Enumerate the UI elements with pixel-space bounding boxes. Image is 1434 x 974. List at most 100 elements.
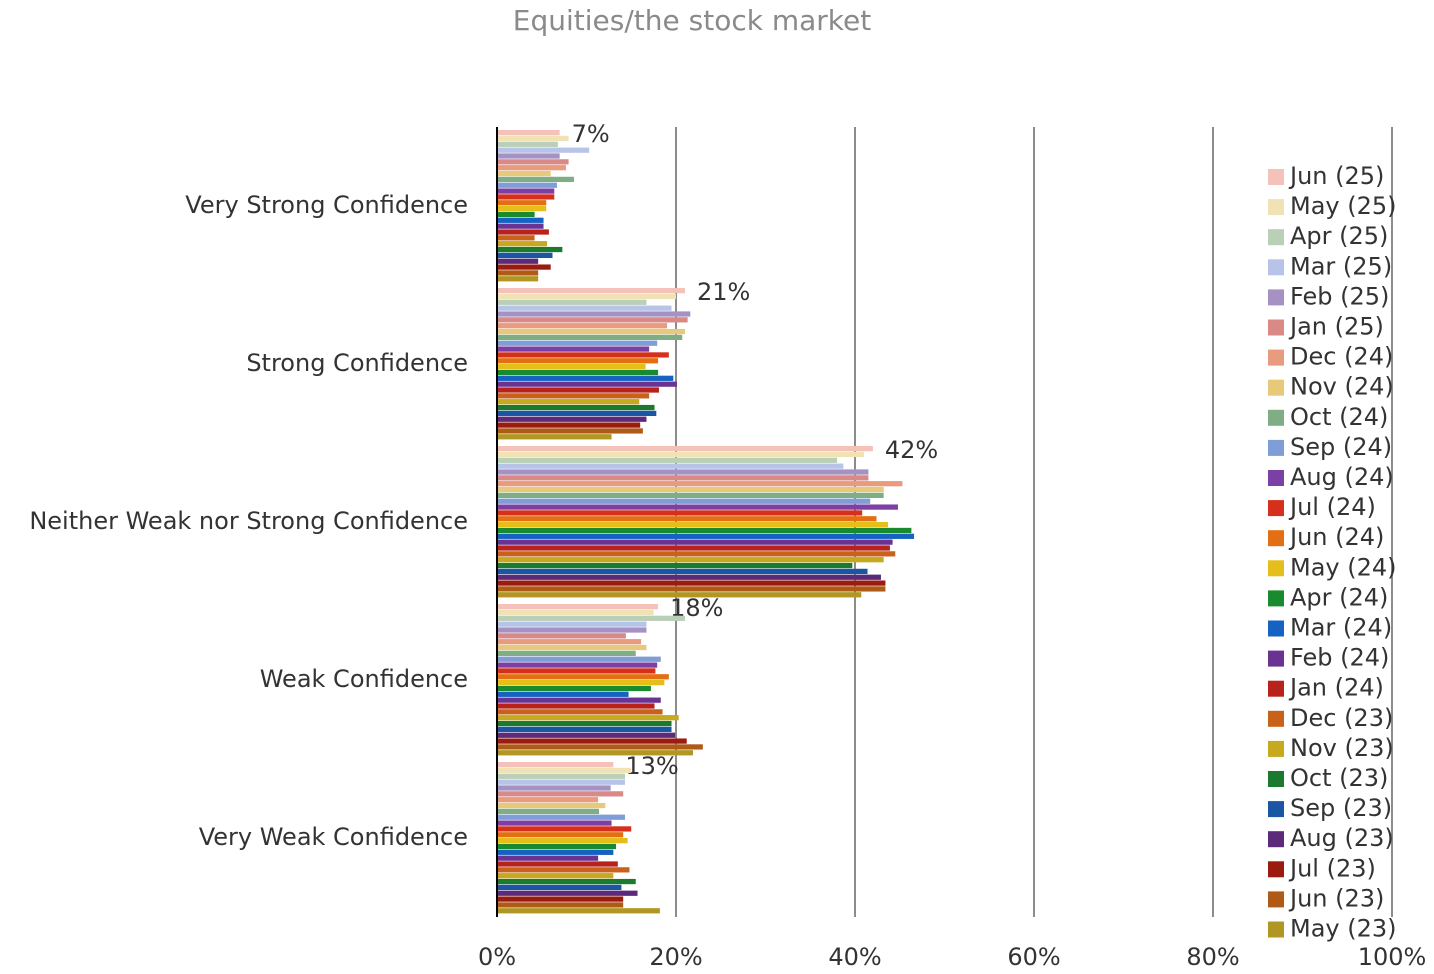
bar: [497, 791, 624, 797]
legend-swatch: [1268, 891, 1284, 908]
bar: [497, 381, 677, 387]
legend-label: Feb (25): [1290, 282, 1389, 310]
bar: [497, 434, 612, 440]
bar: [497, 194, 555, 200]
bar: [497, 176, 574, 183]
bar: [497, 451, 864, 458]
bar: [497, 264, 551, 270]
bar: [497, 873, 614, 879]
bar: [497, 311, 691, 317]
bar: [497, 908, 660, 914]
bar: [497, 358, 659, 364]
bar: [497, 732, 676, 738]
bar: [497, 229, 549, 235]
bar: [497, 498, 871, 504]
legend-swatch: [1268, 530, 1284, 547]
bar: [497, 738, 687, 744]
bar: [497, 399, 640, 405]
legend-label: Dec (24): [1290, 343, 1393, 371]
bar: [497, 785, 611, 791]
bar: [497, 680, 665, 686]
bar: [497, 773, 625, 779]
bar: [497, 715, 679, 721]
x-tick-label: 20%: [649, 943, 702, 971]
bar: [497, 609, 654, 616]
bar: [497, 130, 560, 136]
bar: [497, 826, 632, 832]
bar: [497, 375, 674, 381]
bar: [497, 387, 659, 393]
bar: [497, 808, 600, 815]
bar: [497, 878, 636, 885]
bar: [497, 586, 886, 592]
legend-swatch: [1268, 921, 1284, 938]
bar: [497, 861, 618, 867]
bar: [497, 276, 539, 282]
bar: [497, 340, 658, 346]
bar: [497, 639, 642, 645]
legend-swatch: [1268, 590, 1284, 607]
bar: [497, 902, 624, 908]
bar: [497, 802, 606, 809]
bar: [497, 832, 624, 838]
bar: [497, 446, 873, 452]
bar: [497, 621, 647, 627]
bar: [497, 246, 563, 253]
bar: [497, 627, 647, 633]
legend-swatch: [1268, 680, 1284, 697]
bar: [497, 527, 912, 534]
legend-swatch: [1268, 439, 1284, 456]
legend-label: Jul (23): [1288, 854, 1376, 882]
bar: [497, 779, 625, 785]
bar: [497, 475, 869, 481]
legend-label: Sep (23): [1290, 794, 1392, 822]
bar: [497, 557, 884, 563]
bar: [497, 364, 646, 370]
category-label: Very Weak Confidence: [199, 823, 468, 851]
legend-label: May (25): [1290, 192, 1397, 220]
bar: [497, 165, 566, 171]
bar: [497, 217, 544, 223]
bar: [497, 293, 676, 300]
bar: [497, 562, 853, 569]
bar: [497, 685, 651, 692]
chart-title: Equities/the stock market: [513, 4, 871, 37]
bar: [497, 522, 889, 528]
x-tick-label: 0%: [478, 943, 516, 971]
bar: [497, 252, 553, 259]
legend-swatch: [1268, 560, 1284, 577]
bar: [497, 288, 685, 294]
x-tick-label: 100%: [1358, 943, 1427, 971]
bar: [497, 814, 625, 820]
bar: [497, 469, 869, 475]
legend-swatch: [1268, 199, 1284, 216]
legend-swatch: [1268, 801, 1284, 818]
legend-label: Aug (23): [1290, 824, 1394, 852]
data-label: 21%: [697, 278, 750, 306]
legend-swatch: [1268, 229, 1284, 246]
bar: [497, 615, 685, 621]
legend-swatch: [1268, 169, 1284, 185]
legend-swatch: [1268, 650, 1284, 667]
legend-swatch: [1268, 259, 1284, 276]
bar: [497, 428, 643, 434]
bar: [497, 674, 669, 680]
category-label: Weak Confidence: [260, 665, 468, 693]
category-label: Very Strong Confidence: [185, 191, 468, 219]
legend-swatch: [1268, 620, 1284, 637]
bar: [497, 644, 647, 651]
bar: [497, 305, 672, 311]
bar: [497, 656, 661, 662]
legend-label: Apr (25): [1290, 222, 1388, 250]
legend-label: Jun (23): [1288, 884, 1384, 912]
bar: [497, 744, 703, 750]
legend-label: Oct (23): [1290, 764, 1388, 792]
bar: [497, 533, 915, 539]
x-tick-label: 80%: [1186, 943, 1239, 971]
legend-label: May (24): [1290, 553, 1397, 581]
bar: [497, 820, 612, 826]
legend-label: Feb (24): [1290, 644, 1389, 672]
bar: [497, 481, 903, 487]
bar: [497, 890, 638, 896]
bar: [497, 580, 886, 586]
